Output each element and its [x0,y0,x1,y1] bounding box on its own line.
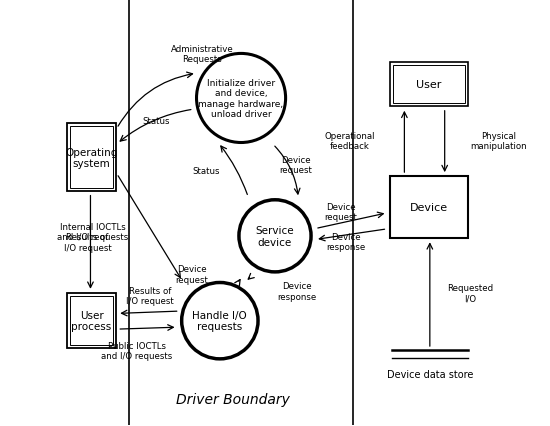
Text: Status: Status [192,166,220,175]
Text: Initialize driver
and device,
manage hardware,
unload driver: Initialize driver and device, manage har… [199,79,284,119]
Bar [389,177,468,239]
Text: Administrative
Requests: Administrative Requests [171,45,234,64]
Bar [67,124,116,192]
Text: Physical
manipulation: Physical manipulation [470,131,527,151]
Text: Operating
system: Operating system [65,147,118,169]
Text: User
process: User process [72,310,112,332]
Bar [389,63,468,107]
Text: Status: Status [142,116,170,125]
Text: Internal IOCTLs
and I/O requests: Internal IOCTLs and I/O requests [57,222,129,242]
Text: Handle I/O
requests: Handle I/O requests [192,310,248,332]
Text: Results of
I/O request: Results of I/O request [126,286,174,305]
Circle shape [196,54,285,143]
Text: Device
request: Device request [324,202,357,222]
Bar [70,127,113,189]
Text: Operational
feedback: Operational feedback [324,131,375,151]
Text: User: User [416,80,442,90]
Text: Driver Boundary: Driver Boundary [175,391,289,406]
Text: Device
response: Device response [277,282,316,301]
Text: Device
request: Device request [175,265,208,284]
Text: Device data store: Device data store [387,370,473,380]
Text: Device: Device [410,203,448,213]
Circle shape [239,200,311,272]
Circle shape [182,283,258,359]
Bar [393,66,465,104]
Text: Public IOCTLs
and I/O requests: Public IOCTLs and I/O requests [101,341,172,360]
Text: Service
device: Service device [256,225,294,247]
Bar [70,296,113,345]
Text: Results of
I/O request: Results of I/O request [64,233,112,252]
Bar [67,294,116,348]
Text: Requested
I/O: Requested I/O [447,284,493,303]
Text: Device
request: Device request [279,155,312,175]
Text: Device
response: Device response [327,232,366,251]
